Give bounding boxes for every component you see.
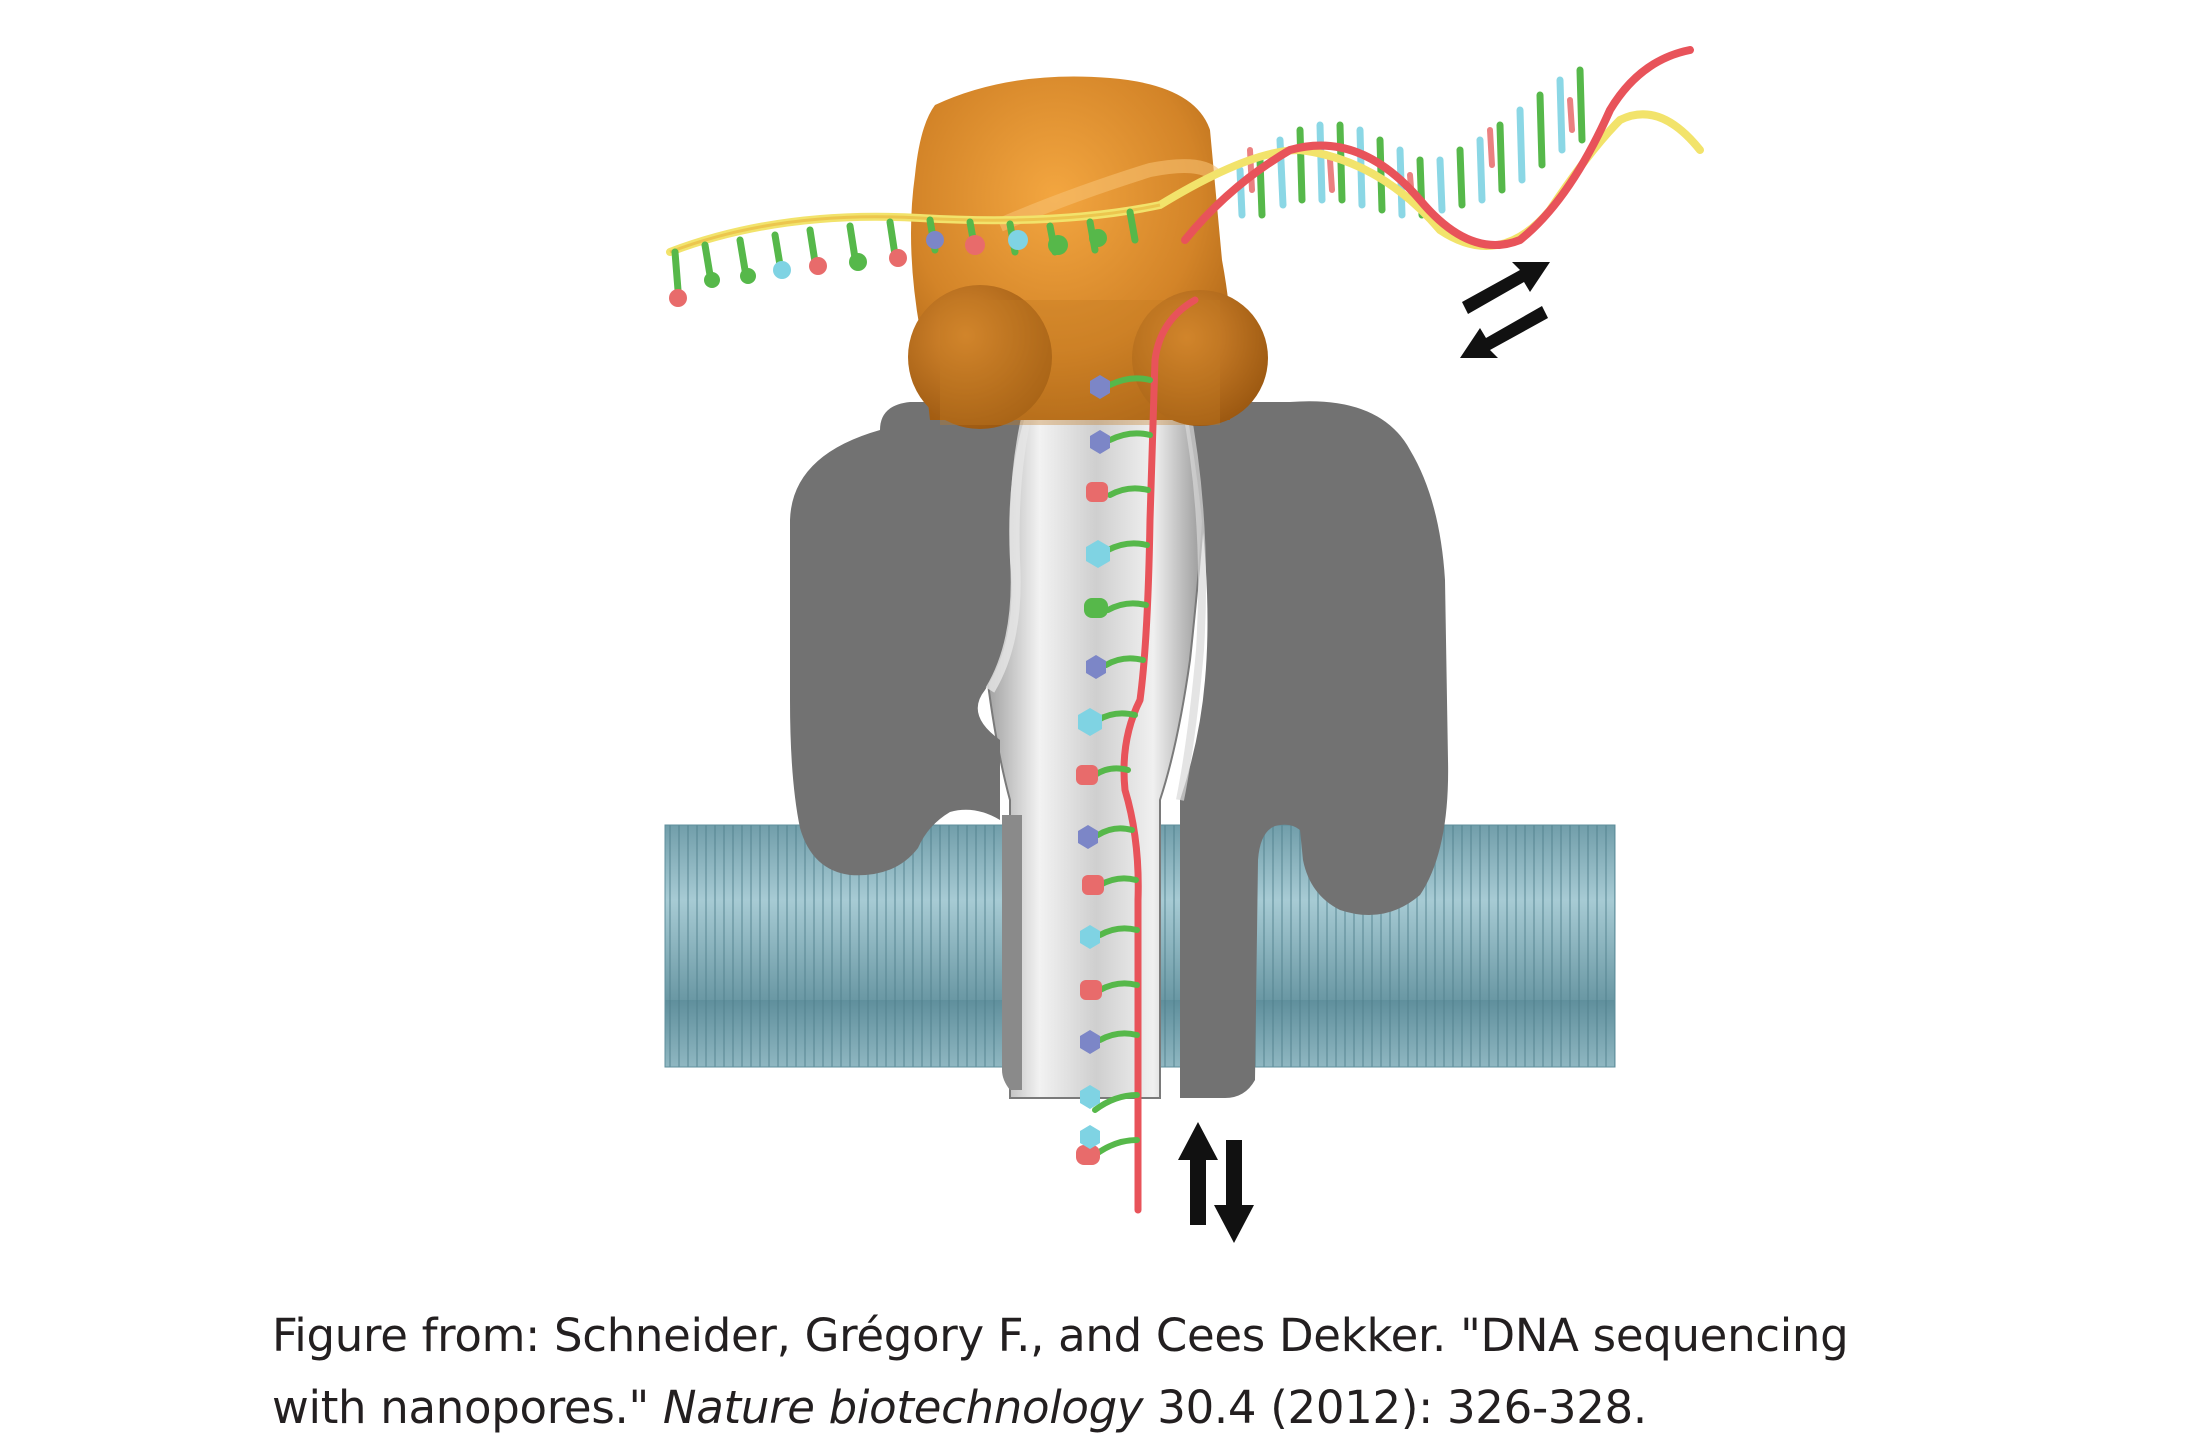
enzyme-motor bbox=[908, 76, 1268, 429]
caption-line-2-suffix: 30.4 (2012): 326-328. bbox=[1143, 1381, 1647, 1434]
nanopore-protein bbox=[790, 400, 1449, 1099]
caption-line-2: with nanopores." Nature biotechnology 30… bbox=[272, 1372, 2072, 1444]
caption-line-2-prefix: with nanopores." bbox=[272, 1381, 663, 1434]
double-stranded-dna bbox=[666, 46, 1704, 256]
translocating-dna-strand bbox=[1076, 296, 1199, 1214]
single-stranded-dna-bases bbox=[669, 208, 1139, 307]
up-down-arrows-icon bbox=[1178, 1122, 1254, 1243]
caption-line-1: Figure from: Schneider, Grégory F., and … bbox=[272, 1309, 1849, 1362]
figure-caption: Figure from: Schneider, Grégory F., and … bbox=[272, 1300, 2072, 1444]
journal-name: Nature biotechnology bbox=[662, 1381, 1144, 1434]
equilibrium-arrows-icon bbox=[1460, 262, 1550, 358]
